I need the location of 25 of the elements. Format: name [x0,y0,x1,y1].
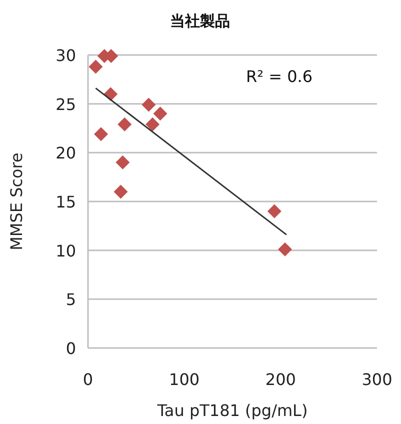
annotation: R² = 0.6 [246,67,313,86]
y-tick-label: 30 [56,46,76,65]
point [278,242,292,256]
x-tick-label: 0 [82,370,94,389]
x-tick-label: 100 [169,370,200,389]
point [88,60,103,74]
x-axis-title: Tau pT181 (pg/mL) [156,401,308,420]
x-tick-label: 200 [265,370,296,389]
y-tick-label: 15 [56,192,76,212]
y-tick-label: 10 [56,241,76,260]
chart-title: 当社製品 [170,12,230,30]
y-tick-label: 5 [66,290,76,310]
point [116,155,130,170]
point [114,184,128,199]
point [153,106,168,121]
y-axis-title: MMSE Score [7,152,26,250]
point [94,127,108,142]
point [118,117,132,132]
y-tick-label: 20 [56,144,76,163]
y-tick-label: 0 [66,339,76,358]
y-tick-label: 25 [56,94,76,114]
point [267,204,282,218]
point [142,98,156,112]
point [146,117,160,132]
x-tick-label: 300 [362,370,392,389]
